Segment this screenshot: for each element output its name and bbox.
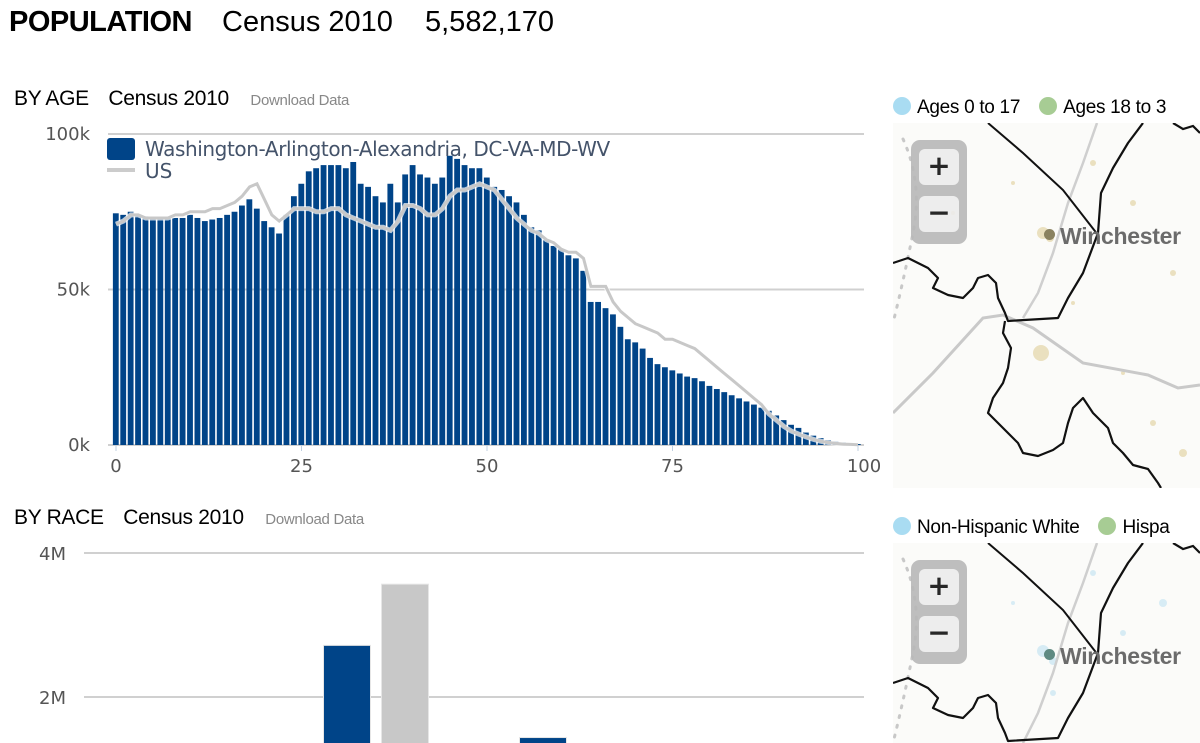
race-bars [323, 583, 567, 743]
legend-dot-icon [1098, 517, 1117, 535]
age-x-axis: 0 25 50 75 100 [110, 445, 881, 477]
age-section-heading: BY AGE Census 2010 Download Data [14, 87, 349, 111]
total-population: 5,582,170 [425, 6, 555, 38]
svg-text:50k: 50k [57, 280, 91, 301]
svg-text:50: 50 [476, 456, 499, 477]
zoom-out-button[interactable]: − [919, 616, 959, 652]
age-map[interactable] [893, 123, 1200, 488]
race-census-label: Census 2010 [123, 506, 244, 529]
legend-dot-icon [893, 517, 911, 535]
map-city-label: Winchester [1060, 223, 1181, 249]
map-legend-label: Ages 0 to 17 [917, 97, 1021, 118]
map-legend-hispanic[interactable]: Hispa [1098, 517, 1170, 538]
race-download-link[interactable]: Download Data [265, 511, 364, 528]
race-map-legend: Non-Hispanic White Hispa [893, 517, 1184, 539]
legend-label-us: US [145, 159, 173, 183]
age-map-legend: Ages 0 to 17 Ages 18 to 3 [893, 97, 1180, 119]
legend-dot-icon [893, 97, 911, 115]
age-download-link[interactable]: Download Data [250, 92, 350, 109]
age-chart-legend: Washington-Arlington-Alexandria, DC-VA-M… [107, 137, 610, 183]
race-map-zoom-control: + − [911, 560, 967, 664]
legend-line-us [107, 168, 135, 172]
age-map-zoom-control: + − [911, 140, 967, 244]
svg-text:4M: 4M [39, 544, 66, 565]
legend-dot-icon [1039, 97, 1058, 115]
svg-text:100k: 100k [45, 124, 90, 145]
map-legend-ages-0-17[interactable]: Ages 0 to 17 [893, 97, 1020, 118]
race-section-heading: BY RACE Census 2010 Download Data [14, 506, 364, 530]
map-legend-label: Non-Hispanic White [917, 517, 1080, 538]
city-marker-icon [1044, 649, 1055, 660]
page-title: POPULATION [9, 6, 192, 38]
population-dots [951, 160, 1187, 457]
legend-item-us[interactable]: US [107, 159, 610, 183]
map-legend-label: Ages 18 to 3 [1063, 97, 1167, 118]
svg-text:25: 25 [290, 456, 313, 477]
svg-text:100: 100 [847, 456, 881, 477]
zoom-in-button[interactable]: + [919, 569, 959, 605]
legend-item-metro[interactable]: Washington-Arlington-Alexandria, DC-VA-M… [107, 137, 610, 161]
race-gridlines: 4M 2M [39, 544, 864, 709]
race-section-label: BY RACE [14, 506, 104, 529]
zoom-in-button[interactable]: + [919, 149, 959, 185]
svg-text:0k: 0k [68, 435, 90, 456]
age-bars [112, 155, 861, 446]
legend-label-metro: Washington-Arlington-Alexandria, DC-VA-M… [145, 137, 610, 161]
svg-text:75: 75 [661, 456, 684, 477]
svg-text:0: 0 [110, 456, 121, 477]
legend-swatch-metro [107, 138, 135, 160]
map-legend-non-hispanic-white[interactable]: Non-Hispanic White [893, 517, 1080, 538]
map-legend-ages-18[interactable]: Ages 18 to 3 [1039, 97, 1166, 118]
zoom-out-button[interactable]: − [919, 196, 959, 232]
city-marker-icon [1044, 229, 1055, 240]
age-chart: 100k 50k 0k 0 25 50 75 100 [45, 124, 881, 477]
race-chart: 4M 2M [39, 544, 864, 743]
map-legend-label: Hispa [1122, 517, 1170, 538]
age-section-label: BY AGE [14, 87, 89, 110]
age-census-label: Census 2010 [108, 87, 229, 110]
page-header: POPULATION Census 2010 5,582,170 [9, 6, 554, 39]
map-city-label: Winchester [1060, 643, 1181, 669]
census-label: Census 2010 [222, 6, 393, 38]
us-line [115, 181, 859, 447]
svg-text:2M: 2M [39, 688, 66, 709]
